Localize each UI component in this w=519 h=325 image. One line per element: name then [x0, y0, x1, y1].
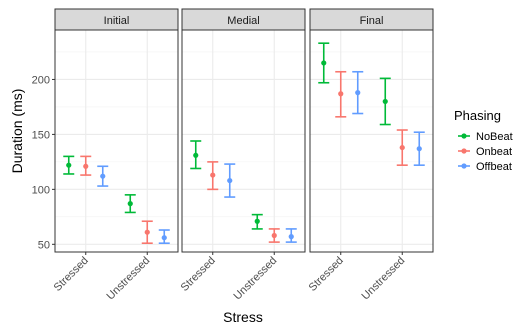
mean-point — [193, 152, 199, 158]
mean-point — [161, 235, 167, 241]
mean-point — [288, 234, 294, 240]
facet-panel-initial: Initial — [54, 8, 179, 253]
error-bar-nobeat-unstressed — [251, 213, 263, 230]
facet-panel-medial: Medial — [181, 8, 306, 253]
x-tick-label: Stressed — [307, 255, 346, 294]
x-axis: Stressed Unstressed Stressed Unstressed Stre… — [52, 252, 408, 303]
x-tick-label: Stressed — [179, 255, 218, 294]
y-axis: 50 100 150 200 — [32, 74, 55, 251]
legend-label: NoBeat — [476, 131, 513, 143]
mean-point — [338, 91, 344, 97]
error-bar-onbeat-unstressed — [396, 129, 408, 166]
legend-item-onbeat: Onbeat — [458, 146, 512, 158]
facet-strip-label: Initial — [104, 15, 130, 27]
error-bar-offbeat-unstressed — [158, 229, 170, 245]
mean-point — [83, 163, 89, 169]
error-bar-onbeat-stressed — [207, 161, 219, 191]
y-tick-label: 100 — [32, 184, 50, 196]
panel-border — [309, 29, 434, 253]
panel-background — [55, 30, 178, 252]
error-bar-onbeat-stressed — [335, 70, 347, 118]
legend-title: Phasing — [454, 108, 501, 123]
legend-item-offbeat: Offbeat — [458, 161, 512, 173]
mean-point — [321, 60, 327, 66]
legend-key-point — [461, 163, 467, 169]
x-axis-title: Stress — [223, 309, 263, 325]
error-bar-offbeat-stressed — [97, 165, 109, 187]
error-bar-offbeat-unstressed — [413, 131, 425, 166]
legend-key-point — [461, 148, 467, 154]
error-bar-onbeat-unstressed — [268, 228, 280, 243]
facet-panel-final: Final — [309, 8, 434, 253]
legend-label: Offbeat — [476, 161, 512, 173]
y-tick-label: 150 — [32, 129, 50, 141]
mean-point — [210, 172, 216, 178]
mean-point — [144, 229, 150, 235]
x-tick-label: Stressed — [52, 255, 91, 294]
y-tick-label: 200 — [32, 74, 50, 86]
facet-strip-label: Final — [360, 15, 384, 27]
error-bar-offbeat-unstressed — [285, 228, 297, 243]
error-bar-offbeat-stressed — [224, 163, 236, 198]
error-bar-nobeat-stressed — [190, 140, 202, 170]
mean-point — [399, 144, 405, 151]
error-bar-nobeat-unstressed — [379, 77, 391, 126]
legend-label: Onbeat — [476, 146, 512, 158]
panel-border — [54, 29, 179, 253]
mean-point — [254, 218, 260, 224]
error-bar-nobeat-unstressed — [124, 194, 136, 214]
mean-point — [355, 90, 361, 96]
x-tick-label: Unstressed — [232, 255, 280, 303]
y-axis-title: Duration (ms) — [9, 89, 25, 174]
x-tick-label: Unstressed — [105, 255, 153, 303]
y-tick-label: 50 — [38, 239, 50, 251]
mean-point — [416, 146, 422, 152]
mean-point — [227, 177, 233, 184]
legend-item-nobeat: NoBeat — [458, 131, 513, 143]
panel-border — [181, 29, 306, 253]
mean-point — [66, 162, 72, 168]
facet-panels: Initial Medial Final — [54, 8, 434, 253]
mean-point — [382, 98, 388, 105]
panel-background — [182, 30, 305, 252]
error-bar-offbeat-stressed — [352, 70, 364, 115]
legend: Phasing NoBeat Onbeat Offbeat — [454, 108, 513, 173]
error-bar-nobeat-stressed — [318, 42, 330, 84]
mean-point — [100, 173, 106, 179]
error-bar-onbeat-stressed — [80, 155, 92, 176]
mean-point — [127, 201, 133, 207]
legend-key-point — [461, 133, 467, 139]
facet-strip-label: Medial — [227, 15, 259, 27]
mean-point — [271, 232, 277, 239]
x-tick-label: Unstressed — [360, 255, 408, 303]
panel-background — [310, 30, 433, 252]
error-bar-onbeat-unstressed — [141, 220, 153, 245]
error-bar-nobeat-stressed — [63, 155, 75, 175]
